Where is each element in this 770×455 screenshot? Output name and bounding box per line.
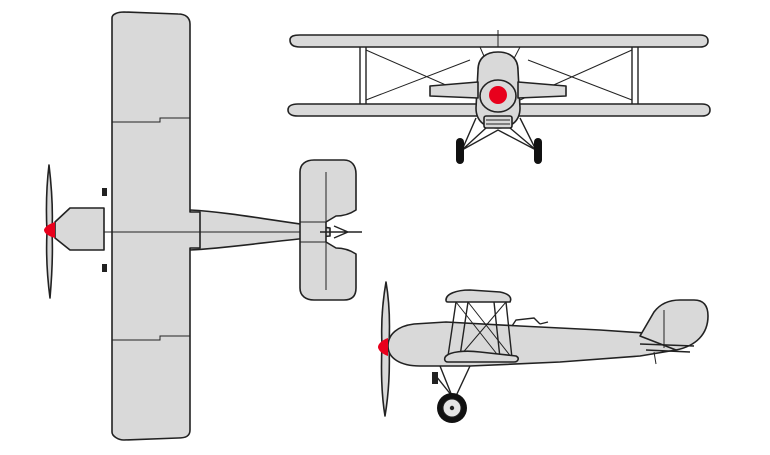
biplane-side-view-icon bbox=[378, 281, 709, 423]
side-tail-fin-icon bbox=[639, 299, 709, 351]
front-right-wheel-icon bbox=[534, 138, 542, 164]
biplane-front-view-icon bbox=[287, 30, 711, 164]
side-upper-wing-icon bbox=[445, 289, 512, 303]
biplane-top-view-icon bbox=[44, 11, 362, 441]
front-upper-wing-icon bbox=[289, 34, 709, 48]
top-rear-fuselage-icon bbox=[189, 209, 331, 251]
top-wing-icon bbox=[111, 11, 201, 441]
front-spinner-icon bbox=[489, 86, 507, 104]
side-fuselage-icon bbox=[387, 321, 679, 367]
side-spinner-icon bbox=[378, 338, 388, 356]
top-fuselage-icon bbox=[54, 207, 105, 251]
top-spinner-icon bbox=[44, 222, 55, 238]
side-lower-wing-icon bbox=[443, 350, 519, 363]
front-left-wheel-icon bbox=[456, 138, 464, 164]
